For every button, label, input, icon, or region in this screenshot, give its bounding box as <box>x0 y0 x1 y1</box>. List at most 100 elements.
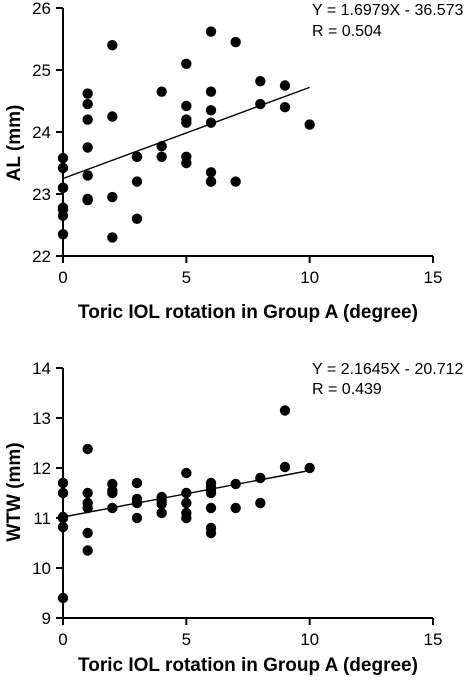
wtw-data-point <box>230 478 241 490</box>
al-data-point <box>230 36 241 48</box>
al-x-tick-label: 15 <box>424 268 443 287</box>
wtw-scatter-panel: WTW (mm) Toric IOL rotation in Group A (… <box>4 359 463 676</box>
al-data-point <box>82 170 93 181</box>
al-data-point <box>82 114 93 125</box>
wtw-x-tick-label: 0 <box>58 630 67 649</box>
al-x-tick-label: 5 <box>182 268 191 287</box>
al-data-point <box>156 151 167 162</box>
wtw-y-tick-label: 9 <box>42 609 51 628</box>
al-data-point <box>205 117 217 128</box>
al-data-point <box>255 75 266 87</box>
al-data-point <box>82 142 93 153</box>
al-data-point <box>279 80 291 91</box>
wtw-data-point <box>156 507 167 519</box>
al-data-point <box>205 26 217 37</box>
wtw-data-point <box>57 521 69 533</box>
wtw-data-point <box>255 472 266 484</box>
wtw-regression-equation: Y = 2.1645X - 20.712 <box>312 361 463 378</box>
al-correlation-r: R = 0.504 <box>312 23 382 40</box>
al-data-point <box>255 98 266 110</box>
wtw-data-point <box>82 443 93 455</box>
al-data-point <box>279 102 291 113</box>
al-data-point <box>181 114 192 125</box>
wtw-data-point <box>107 478 118 490</box>
al-data-point <box>107 191 118 203</box>
wtw-data-point <box>279 405 291 416</box>
wtw-y-axis-title: WTW (mm) <box>4 442 25 541</box>
wtw-x-axis-title: Toric IOL rotation in Group A (degree) <box>78 655 418 676</box>
al-x-axis-title: Toric IOL rotation in Group A (degree) <box>78 302 418 323</box>
al-data-point <box>82 98 93 110</box>
al-y-tick-label: 22 <box>32 247 51 266</box>
wtw-y-tick-label: 13 <box>32 409 51 428</box>
al-data-point <box>107 40 118 51</box>
al-y-tick-label: 24 <box>32 123 51 142</box>
al-data-point <box>181 100 192 112</box>
al-y-axis-title: AL (mm) <box>4 105 25 182</box>
al-data-point <box>205 86 217 97</box>
wtw-data-point <box>181 487 192 499</box>
al-y-tick-label: 23 <box>32 185 51 204</box>
al-data-point <box>57 229 69 240</box>
al-data-point <box>131 151 143 162</box>
wtw-data-point <box>181 467 192 479</box>
wtw-data-point <box>107 502 118 514</box>
al-data-point <box>57 162 69 174</box>
wtw-data-point <box>57 592 69 604</box>
wtw-data-point <box>279 461 291 473</box>
wtw-data-point <box>82 487 93 499</box>
wtw-data-point <box>230 502 241 514</box>
wtw-data-point <box>131 512 143 524</box>
al-regression-equation: Y = 1.6979X - 36.573 <box>312 2 463 19</box>
al-data-point <box>82 88 93 99</box>
wtw-data-point <box>205 477 217 489</box>
wtw-data-point <box>205 522 217 534</box>
wtw-data-point <box>57 511 69 523</box>
al-data-point <box>181 58 192 69</box>
al-data-point <box>181 151 192 162</box>
al-x-tick-label: 0 <box>58 268 67 287</box>
al-y-tick-label: 25 <box>32 61 51 80</box>
al-data-point <box>107 111 118 122</box>
wtw-x-tick-label: 15 <box>424 630 443 649</box>
al-data-point <box>57 182 69 193</box>
wtw-data-point <box>181 507 192 519</box>
wtw-data-point <box>131 493 143 505</box>
al-data-point <box>107 232 118 243</box>
wtw-data-point <box>205 502 217 514</box>
wtw-data-point <box>57 487 69 499</box>
al-data-point <box>205 176 217 187</box>
wtw-data-point <box>156 491 167 503</box>
wtw-y-tick-label: 11 <box>33 509 51 528</box>
al-data-point <box>57 204 69 215</box>
al-data-point <box>57 152 69 164</box>
wtw-data-point <box>131 477 143 489</box>
wtw-data-point <box>304 462 315 474</box>
al-data-point <box>156 86 167 97</box>
wtw-data-point <box>82 545 93 556</box>
wtw-y-tick-label: 10 <box>32 559 51 578</box>
wtw-x-tick-label: 10 <box>300 630 319 649</box>
al-data-point <box>205 105 217 116</box>
wtw-correlation-r: R = 0.439 <box>312 381 382 398</box>
wtw-y-tick-label: 12 <box>32 459 51 478</box>
al-data-point <box>82 193 93 205</box>
wtw-data-point <box>82 527 93 539</box>
al-data-point <box>131 176 143 187</box>
al-data-point <box>230 176 241 187</box>
al-regression-line <box>62 86 310 180</box>
al-data-point <box>304 119 315 130</box>
al-scatter-panel: AL (mm) Toric IOL rotation in Group A (d… <box>4 0 463 323</box>
wtw-data-point <box>181 497 192 509</box>
wtw-x-tick-label: 5 <box>182 630 191 649</box>
al-data-point <box>131 213 143 224</box>
al-data-point <box>156 141 167 152</box>
wtw-data-point <box>82 497 93 509</box>
al-data-point <box>205 167 217 178</box>
al-y-tick-label: 26 <box>32 0 51 18</box>
wtw-data-point <box>57 477 69 489</box>
wtw-data-point <box>255 497 266 509</box>
wtw-y-tick-label: 14 <box>32 359 51 378</box>
al-x-tick-label: 10 <box>300 268 319 287</box>
